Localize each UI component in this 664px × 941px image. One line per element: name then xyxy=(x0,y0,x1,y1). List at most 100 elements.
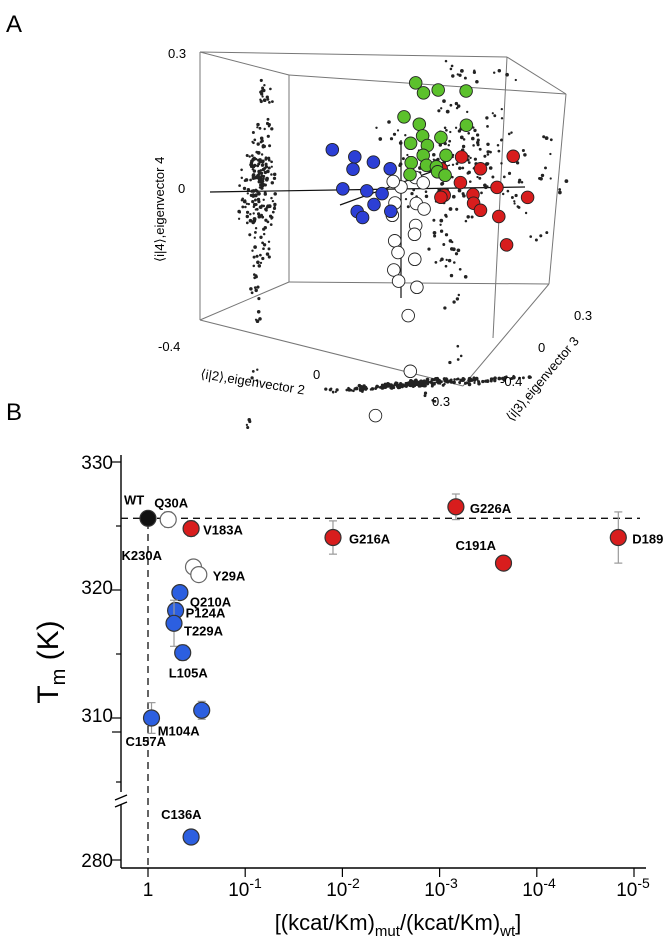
projection-dot xyxy=(257,169,261,174)
projection-dot xyxy=(518,376,521,380)
point-K230A: K230A xyxy=(122,548,203,576)
x-tick-neg0.4: -0.4 xyxy=(158,339,180,354)
label-C157A: C157A xyxy=(126,734,167,749)
projection-dot xyxy=(432,218,436,222)
panel-a-3d-scatter: 0.3 0 ⟨i|4⟩,eigenvector 4 -0.4 0 0.3 ⟨i|… xyxy=(152,46,592,430)
projection-dot xyxy=(263,170,268,175)
projection-dot xyxy=(410,383,414,387)
projection-dot xyxy=(449,273,454,278)
projection-dot xyxy=(273,202,277,207)
projection-dot xyxy=(461,144,466,149)
b-y-tick-labels: 330 320 310 280 xyxy=(81,453,113,872)
projection-dot xyxy=(424,190,428,193)
projection-dot xyxy=(247,202,250,206)
projection-dot xyxy=(478,176,482,180)
projection-dot xyxy=(454,126,458,129)
white-point xyxy=(407,227,422,242)
projection-dot xyxy=(253,286,257,289)
green-point xyxy=(438,168,452,183)
blue-point xyxy=(325,142,340,157)
x-tick-0: 0 xyxy=(313,367,320,382)
projection-dot xyxy=(260,139,264,143)
projection-dot xyxy=(423,391,428,395)
projection-dot xyxy=(255,319,260,324)
projection-dot xyxy=(258,317,262,321)
projection-dot xyxy=(332,391,335,394)
projection-dot xyxy=(262,198,265,201)
projection-dot xyxy=(425,377,430,382)
projection-dot xyxy=(458,166,462,170)
projection-dot xyxy=(253,230,257,234)
projection-dot xyxy=(244,178,249,182)
projection-dot xyxy=(502,175,506,179)
projection-dot xyxy=(506,189,510,193)
projection-dot xyxy=(445,215,448,218)
projection-dot xyxy=(432,152,436,157)
projection-dot xyxy=(463,378,466,381)
projection-dot xyxy=(264,162,268,166)
projection-dot xyxy=(518,178,522,182)
projection-dot xyxy=(444,59,448,63)
projection-dot xyxy=(252,217,257,221)
projection-dot xyxy=(328,388,332,392)
projection-dot xyxy=(451,74,455,78)
projection-dot xyxy=(399,381,403,386)
projection-dot xyxy=(462,194,466,198)
projection-dot xyxy=(266,134,270,138)
projection-dot xyxy=(246,192,249,195)
projection-dot xyxy=(466,171,470,175)
projection-dot xyxy=(451,163,455,167)
green-point xyxy=(412,117,427,131)
projection-dot xyxy=(461,166,465,170)
projection-dot xyxy=(389,386,392,390)
green-point xyxy=(404,155,418,170)
white-point xyxy=(391,274,406,288)
marker-D189 xyxy=(609,528,627,547)
projection-dot xyxy=(486,125,489,128)
projection-dot xyxy=(423,394,427,398)
projection-dot xyxy=(544,166,547,170)
white-point xyxy=(417,202,431,216)
blue-point xyxy=(336,182,350,196)
projection-dot xyxy=(422,383,426,387)
projection-dot xyxy=(549,152,552,156)
projection-dot xyxy=(265,95,269,99)
green-point xyxy=(408,76,423,90)
projection-dot xyxy=(237,217,241,220)
projection-dot xyxy=(265,205,269,209)
projection-dot xyxy=(269,223,273,226)
projection-dot xyxy=(445,109,450,114)
projection-dot xyxy=(256,310,261,314)
projection-dot xyxy=(445,128,448,132)
z-axis-label: ⟨i|4⟩,eigenvector 4 xyxy=(152,157,167,262)
projection-dot xyxy=(455,297,460,301)
projection-dot xyxy=(500,162,503,165)
projection-dot xyxy=(265,178,269,182)
projection-dot xyxy=(500,138,503,142)
projection-dot xyxy=(251,157,256,162)
projection-dot xyxy=(260,204,264,207)
projection-dot xyxy=(266,117,270,121)
projection-dot xyxy=(241,197,245,201)
projection-dot xyxy=(240,176,244,180)
projection-dot xyxy=(512,375,516,380)
projection-dot xyxy=(435,381,438,384)
projection-dot xyxy=(257,264,262,268)
projection-dot xyxy=(375,385,378,389)
projection-dot xyxy=(250,376,254,380)
projection-dot xyxy=(248,218,253,223)
projection-dot xyxy=(473,157,477,161)
projection-dot xyxy=(256,368,259,371)
projection-dot xyxy=(264,207,268,211)
projection-dot xyxy=(443,126,447,130)
projection-dot xyxy=(251,200,255,204)
projection-dot xyxy=(253,198,257,202)
b-reference-lines xyxy=(121,510,640,868)
projection-dot xyxy=(268,144,272,148)
projection-dot xyxy=(270,127,274,131)
projection-dot xyxy=(261,95,264,98)
projection-dot xyxy=(238,184,241,187)
projection-dot xyxy=(458,381,462,385)
projection-dot xyxy=(491,175,495,179)
projection-dot xyxy=(246,425,250,430)
